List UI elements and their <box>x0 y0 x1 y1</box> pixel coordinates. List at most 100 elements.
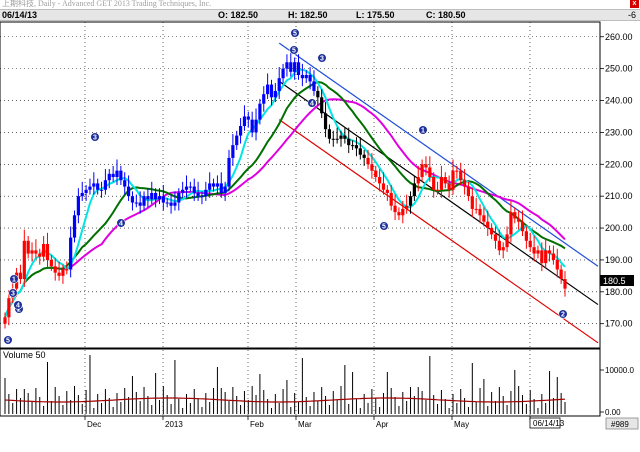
time-tick-label: Feb <box>250 420 264 429</box>
price-bar-body <box>235 135 239 146</box>
price-tick-label: 190.00 <box>605 255 633 265</box>
price-tick-label: 210.00 <box>605 191 633 201</box>
price-bar-body <box>532 247 536 254</box>
price-bar-body <box>45 243 50 260</box>
wave-number: 2 <box>561 312 565 319</box>
regression-channel <box>278 42 599 344</box>
price-bar-body <box>49 259 53 267</box>
price-bar-body <box>347 138 351 146</box>
price-bar-body <box>501 247 505 251</box>
price-bar-body <box>281 68 285 79</box>
price-bar-body <box>358 148 362 155</box>
price-bar-body <box>439 177 444 190</box>
price-bar-body <box>308 75 312 82</box>
price-bar-body <box>154 192 158 200</box>
price-bar-body <box>343 135 347 139</box>
channel-upper-line <box>278 42 599 267</box>
price-bar-body <box>455 170 459 172</box>
price-bar-body <box>30 250 34 254</box>
quote-change: -6 <box>627 10 636 20</box>
quote-open: O: 182.50 <box>218 10 259 20</box>
close-button[interactable]: x <box>630 0 639 8</box>
price-bar-body <box>362 154 366 158</box>
price-bar-body <box>397 212 401 216</box>
price-bar-body <box>211 183 216 187</box>
volume-panel-frame <box>0 348 601 417</box>
price-bar-body <box>350 145 355 147</box>
price-bar-body <box>231 145 235 158</box>
price-bar-body <box>61 269 65 276</box>
price-bar-body <box>123 180 127 187</box>
price-bar-body <box>547 250 552 254</box>
price-bar-body <box>238 126 243 136</box>
price-bar-body <box>331 138 335 140</box>
price-bar-body <box>540 250 544 264</box>
time-tick-label: May <box>454 420 469 429</box>
time-tick-label: Apr <box>376 420 389 429</box>
price-bar-body <box>551 253 556 260</box>
price-bar-body <box>111 173 115 178</box>
cursor-date: 06/14/13 <box>533 419 565 428</box>
wave-marker <box>317 53 327 63</box>
wave-number: 5 <box>6 338 10 345</box>
price-bar-body <box>289 62 293 72</box>
price-bar-body <box>184 186 189 190</box>
wave-number: 5 <box>292 48 296 55</box>
quote-close: C: 180.50 <box>426 10 466 20</box>
price-axis: 260.00 250.00 240.00 230.00 220.00 210.00 200.… <box>600 32 633 329</box>
price-bar-body <box>126 186 131 197</box>
price-tick-label: 200.00 <box>605 223 633 233</box>
price-tick-label: 180.00 <box>605 287 633 297</box>
price-bar-body <box>130 196 135 203</box>
price-bar-body <box>26 240 30 254</box>
price-bar-body <box>72 215 77 238</box>
price-bar-body <box>84 189 88 193</box>
volume-ma-line <box>4 397 566 403</box>
wave-number: 3 <box>11 291 15 298</box>
price-panel-frame <box>0 21 601 349</box>
wave-number: 4 <box>310 101 314 108</box>
last-price-tag <box>600 275 634 286</box>
price-bar-body <box>227 157 231 187</box>
green-ma-line <box>4 80 566 318</box>
price-bar-body <box>296 62 301 76</box>
price-bar-body <box>466 186 471 197</box>
cursor-date-box <box>529 417 561 429</box>
wave-marker <box>9 274 19 284</box>
price-bar-body <box>76 196 80 216</box>
price-bar-body <box>497 240 501 251</box>
price-bar-body <box>142 196 146 206</box>
price-bar-body <box>536 250 540 254</box>
volume-panel <box>4 355 566 414</box>
time-tick-label: Dec <box>87 420 101 429</box>
price-bar-body <box>285 62 289 69</box>
price-bar-body <box>181 189 185 193</box>
price-bar-body <box>34 250 38 254</box>
price-bar-body <box>412 183 416 197</box>
price-bar-body <box>432 177 436 190</box>
price-bar-body <box>520 221 525 232</box>
wave-marker <box>379 221 389 231</box>
price-bar-body <box>408 196 413 206</box>
price-bar-body <box>486 221 490 229</box>
magenta-ma-line <box>51 98 566 270</box>
wave-marker <box>290 28 300 38</box>
price-bar-body <box>269 84 274 98</box>
window-titlebar[interactable]: 上期科技, Daily - Advanced GET 2013 Trading … <box>0 0 640 9</box>
price-bar-body <box>3 317 7 324</box>
price-bar-body <box>327 129 332 139</box>
price-bar-body <box>99 189 104 191</box>
price-tick-label: 250.00 <box>605 64 633 74</box>
price-bar-body <box>215 183 220 187</box>
price-bar-body <box>38 253 42 257</box>
price-bar-body <box>316 90 320 98</box>
price-bar-body <box>219 183 223 193</box>
price-tick-label: 230.00 <box>605 127 633 137</box>
price-bar-body <box>339 135 343 139</box>
price-bar-body <box>401 208 405 216</box>
price-bar-body <box>57 272 61 276</box>
price-bar-body <box>385 189 389 193</box>
